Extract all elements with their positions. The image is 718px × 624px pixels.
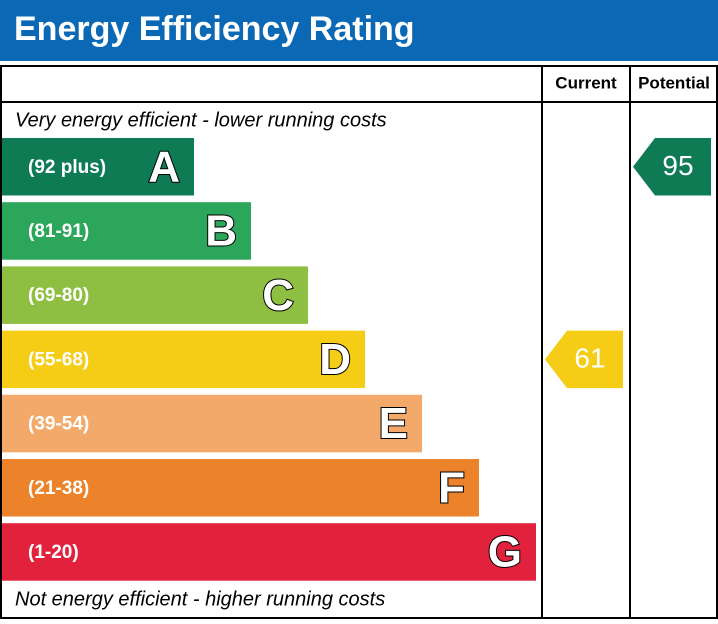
band-letter: F (438, 463, 465, 512)
band-label: (92 plus) (28, 157, 106, 178)
band-bar (2, 266, 308, 324)
title-bar (0, 0, 718, 61)
band-letter: D (319, 335, 351, 384)
rating-value: 61 (574, 343, 605, 374)
band-bar (2, 138, 194, 196)
band-label: (69-80) (28, 285, 89, 306)
band-bar (2, 459, 479, 517)
band-bar (2, 523, 536, 581)
column-header: Current (555, 73, 617, 92)
band-letter: C (262, 271, 294, 320)
band-bar (2, 330, 365, 389)
band-letter: A (148, 142, 180, 191)
band-letter: E (379, 399, 408, 448)
top-note: Very energy efficient - lower running co… (15, 109, 387, 131)
band-label: (39-54) (28, 414, 89, 435)
band-bar (2, 394, 422, 453)
column-header: Potential (638, 73, 710, 92)
band-letter: B (205, 207, 237, 256)
rating-arrow (633, 138, 711, 196)
band-label: (55-68) (28, 349, 89, 370)
rating-value: 95 (662, 150, 693, 181)
chart-title: Energy Efficiency Rating (14, 10, 415, 48)
band-label: (1-20) (28, 542, 79, 563)
band-label: (21-38) (28, 478, 89, 499)
band-label: (81-91) (28, 221, 89, 242)
band-bar (2, 202, 251, 260)
band-letter: G (488, 528, 522, 577)
rating-arrow (545, 330, 623, 389)
table-frame (0, 65, 718, 619)
bottom-note: Not energy efficient - higher running co… (15, 588, 385, 610)
